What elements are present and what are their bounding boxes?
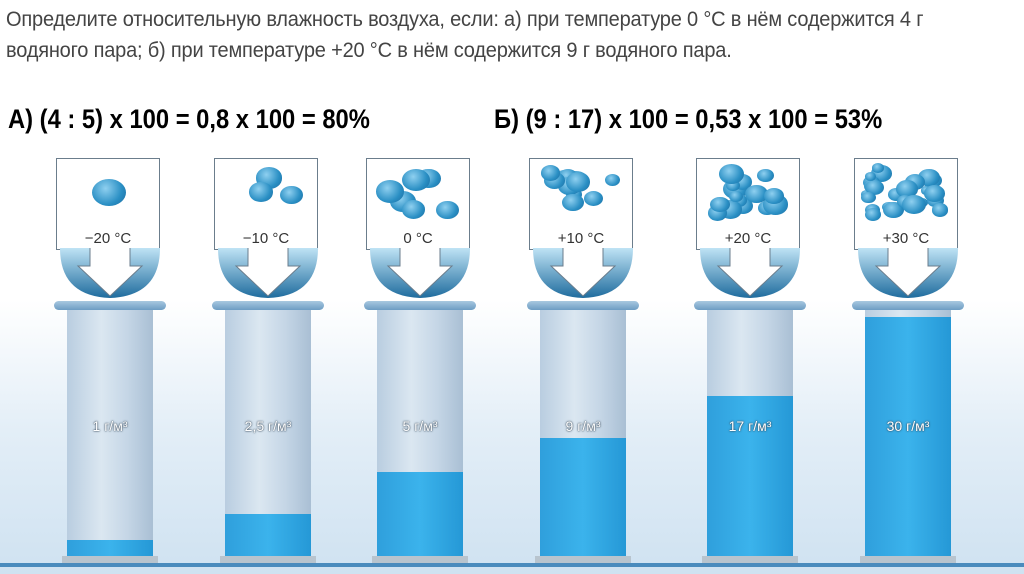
vapor-box: +20 °C	[696, 158, 800, 250]
vessel-base	[860, 556, 956, 563]
temperature-label: +10 °C	[557, 230, 605, 247]
water-level	[707, 396, 793, 556]
vapor-bubble	[861, 191, 876, 204]
vapor-bubble	[902, 194, 927, 214]
density-label: 30 г/м³	[886, 418, 930, 434]
temperature-label: +30 °C	[882, 230, 930, 247]
water-level	[377, 472, 463, 556]
vessel-base	[702, 556, 798, 563]
down-arrow-icon	[700, 248, 800, 298]
water-level	[225, 514, 311, 556]
vapor-bubble	[401, 200, 425, 219]
density-label: 1 г/м³	[92, 418, 128, 434]
vessel-tube: 17 г/м³	[707, 310, 793, 556]
vapor-box: −10 °C	[214, 158, 318, 250]
vessel-column: +20 °C 17 г/м³	[690, 158, 810, 568]
vapor-box: +10 °C	[529, 158, 633, 250]
vessel-tube: 1 г/м³	[67, 310, 153, 556]
vapor-box: +30 °C	[854, 158, 958, 250]
vapor-bubble	[710, 196, 730, 213]
vapor-bubble	[872, 163, 885, 173]
vapor-bubble	[729, 191, 744, 203]
density-label: 9 г/м³	[565, 418, 601, 434]
vapor-bubble	[864, 207, 881, 221]
temperature-label: 0 °C	[403, 230, 433, 247]
density-label: 17 г/м³	[728, 418, 772, 434]
temperature-label: +20 °C	[724, 230, 772, 247]
vapor-bubble	[248, 182, 274, 202]
vapor-bubble	[436, 201, 459, 220]
question-text: Определите относительную влажность возду…	[6, 7, 924, 62]
vessel-cap	[364, 301, 476, 310]
down-arrow-icon	[858, 248, 958, 298]
down-arrow-icon	[370, 248, 470, 298]
vessel-tube: 2,5 г/м³	[225, 310, 311, 556]
vapor-bubble	[764, 187, 784, 204]
density-label: 5 г/м³	[402, 418, 438, 434]
vessel-base	[220, 556, 316, 563]
vessel-cap	[852, 301, 964, 310]
vessel-column: −20 °C 1 г/м³	[50, 158, 170, 568]
temperature-label: −20 °C	[84, 230, 132, 247]
vapor-bubble	[726, 180, 741, 192]
vessel-cap	[527, 301, 639, 310]
water-level	[865, 317, 951, 556]
water-level	[67, 540, 153, 556]
vapor-box: −20 °C	[56, 158, 160, 250]
vapor-bubble	[745, 184, 769, 203]
vessel-tube: 5 г/м³	[377, 310, 463, 556]
answer-a: А) (4 : 5) х 100 = 0,8 х 100 = 80%	[8, 104, 370, 134]
vessel-cap	[212, 301, 324, 310]
vessel-column: 0 °C 5 г/м³	[360, 158, 480, 568]
vapor-bubble	[402, 169, 430, 192]
vessel-cap	[694, 301, 806, 310]
vapor-bubble	[562, 193, 584, 211]
vessel-tube: 30 г/м³	[865, 310, 951, 556]
temperature-label: −10 °C	[242, 230, 290, 247]
vessel-cap	[54, 301, 166, 310]
vapor-bubble	[605, 174, 621, 187]
water-level	[540, 437, 626, 556]
down-arrow-icon	[218, 248, 318, 298]
vessel-column: +30 °C 30 г/м³	[848, 158, 968, 568]
vapor-bubble	[583, 190, 603, 206]
vessel-base	[535, 556, 631, 563]
vapor-bubble	[540, 165, 560, 181]
vapor-box: 0 °C	[366, 158, 470, 250]
vapor-bubble	[718, 163, 744, 184]
vapor-bubble	[864, 172, 876, 182]
down-arrow-icon	[60, 248, 160, 298]
vapor-bubble	[279, 186, 303, 205]
vessel-column: +10 °C 9 г/м³	[523, 158, 643, 568]
down-arrow-icon	[533, 248, 633, 298]
answer-b: Б) (9 : 17) х 100 = 0,53 х 100 = 53%	[494, 104, 883, 134]
vapor-bubble	[895, 179, 919, 198]
floor-line	[0, 563, 1024, 567]
vapor-bubble	[375, 179, 405, 203]
vessel-column: −10 °C 2,5 г/м³	[208, 158, 328, 568]
vessel-base	[372, 556, 468, 563]
vapor-bubble	[932, 203, 949, 217]
density-label: 2,5 г/м³	[244, 418, 292, 434]
vapor-bubble	[756, 168, 774, 183]
vessel-base	[62, 556, 158, 563]
vapor-bubble	[923, 185, 945, 203]
vessel-tube: 9 г/м³	[540, 310, 626, 556]
vapor-bubble	[565, 171, 591, 192]
vapor-bubble	[92, 179, 126, 207]
